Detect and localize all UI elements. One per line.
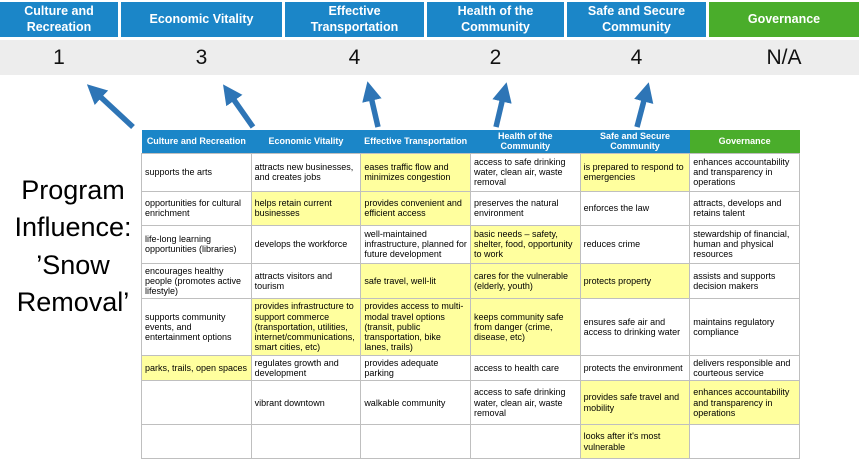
table-cell: delivers responsible and courteous servi…	[689, 354, 800, 382]
pillar-score: 4	[630, 45, 643, 69]
table-cell: helps retain current businesses	[250, 190, 362, 226]
table-cell: encourages healthy people (promotes acti…	[141, 262, 252, 300]
pillar-header: Health of the Community	[427, 2, 564, 37]
table-cell	[360, 424, 471, 460]
table-cell: enhances accountability and transparency…	[689, 380, 800, 426]
table-cell: provides infrastructure to support comme…	[250, 298, 362, 356]
table-cell: preserves the natural environment	[469, 190, 581, 226]
table-cell: protects the environment	[579, 354, 691, 382]
table-cell	[250, 424, 362, 460]
pillar-score: 4	[348, 45, 361, 69]
table-cell: reduces crime	[579, 224, 691, 264]
table-cell: is prepared to respond to emergencies	[579, 152, 691, 192]
table-cell: safe travel, well-lit	[360, 262, 471, 300]
table-cell: vibrant downtown	[250, 380, 362, 426]
influence-arrow	[634, 82, 654, 128]
pillar-score: N/A	[766, 45, 802, 69]
table-row: encourages healthy people (promotes acti…	[141, 262, 800, 300]
table-row: life-long learning opportunities (librar…	[141, 224, 800, 264]
table-cell	[689, 424, 800, 460]
pillar-header: Effective Transportation	[285, 2, 424, 37]
table-header-cell: Health of the Community	[470, 130, 581, 154]
table-cell: enhances accountability and transparency…	[689, 152, 800, 192]
scoreboard-header: Culture and Recreation Economic Vitality E…	[0, 2, 859, 37]
table-cell: assists and supports decision makers	[689, 262, 800, 300]
table-cell: walkable community	[360, 380, 471, 426]
table-cell: provides safe travel and mobility	[579, 380, 691, 426]
table-cell: provides access to multi-modal travel op…	[360, 298, 471, 356]
table-cell: access to safe drinking water, clean air…	[469, 380, 581, 426]
pillar-score: 2	[489, 45, 502, 69]
table-cell: supports community events, and entertain…	[141, 298, 252, 356]
table-cell: opportunities for cultural enrichment	[141, 190, 252, 226]
table-header-cell: Economic Vitality	[251, 130, 361, 154]
influence-table: Culture and Recreation Economic Vitality E…	[141, 130, 800, 460]
table-cell: keeps community safe from danger (crime,…	[469, 298, 581, 356]
table-cell: access to safe drinking water, clean air…	[469, 152, 581, 192]
table-row: looks after it's most vulnerable	[141, 424, 800, 460]
table-cell: protects property	[579, 262, 691, 300]
table-cell: attracts, develops and retains talent	[689, 190, 800, 226]
table-header-cell: Governance	[689, 130, 800, 154]
table-header-cell: Effective Transportation	[360, 130, 471, 154]
table-cell: parks, trails, open spaces	[141, 354, 252, 382]
table-cell: life-long learning opportunities (librar…	[141, 224, 252, 264]
table-row: vibrant downtown walkable community access…	[141, 380, 800, 426]
table-cell: attracts new businesses, and creates job…	[250, 152, 362, 192]
table-cell: regulates growth and development	[250, 354, 362, 382]
table-cell: maintains regulatory compliance	[689, 298, 800, 356]
table-cell: develops the workforce	[250, 224, 362, 264]
table-body: supports the arts attracts new businesses…	[141, 152, 800, 460]
table-cell	[141, 380, 252, 426]
pillar-header: Culture and Recreation	[0, 2, 118, 37]
influence-arrow	[86, 84, 135, 130]
table-cell: enforces the law	[579, 190, 691, 226]
scoreboard-scores: 1 3 4 2 4 N/A	[0, 40, 859, 75]
table-row: opportunities for cultural enrichment hel…	[141, 190, 800, 226]
pillar-header: Governance	[709, 2, 859, 37]
table-cell: ensures safe air and access to drinking …	[579, 298, 691, 356]
table-cell: access to health care	[469, 354, 581, 382]
table-cell: provides convenient and efficient access	[360, 190, 471, 226]
table-cell: cares for the vulnerable (elderly, youth…	[469, 262, 581, 300]
table-header-cell: Safe and Secure Community	[580, 130, 690, 154]
table-row: parks, trails, open spaces regulates grow…	[141, 354, 800, 382]
table-cell: supports the arts	[141, 152, 252, 192]
pillar-score: 3	[195, 45, 208, 69]
pillar-score: 1	[53, 45, 65, 69]
arrows-layer	[86, 81, 654, 130]
influence-arrow	[223, 84, 256, 129]
table-cell: eases traffic flow and minimizes congest…	[360, 152, 471, 192]
table-cell: stewardship of financial, human and phys…	[689, 224, 800, 264]
table-cell	[469, 424, 581, 460]
table-cell	[141, 424, 252, 460]
table-cell: provides adequate parking	[360, 354, 471, 382]
table-row: supports the arts attracts new businesses…	[141, 152, 800, 192]
table-cell: well-maintained infrastructure, planned …	[360, 224, 471, 264]
program-influence-label: Program Influence: ’Snow Removal’	[14, 175, 132, 317]
table-cell: attracts visitors and tourism	[250, 262, 362, 300]
table-cell: basic needs – safety, shelter, food, opp…	[469, 224, 581, 264]
influence-arrow	[492, 82, 512, 128]
pillar-header: Safe and Secure Community	[567, 2, 706, 37]
influence-arrow	[362, 81, 382, 128]
table-cell: looks after it's most vulnerable	[579, 424, 691, 460]
table-header-row: Culture and Recreation Economic Vitality E…	[141, 130, 800, 154]
table-row: supports community events, and entertain…	[141, 298, 800, 356]
pillar-header: Economic Vitality	[121, 2, 282, 37]
table-header-cell: Culture and Recreation	[141, 130, 252, 154]
